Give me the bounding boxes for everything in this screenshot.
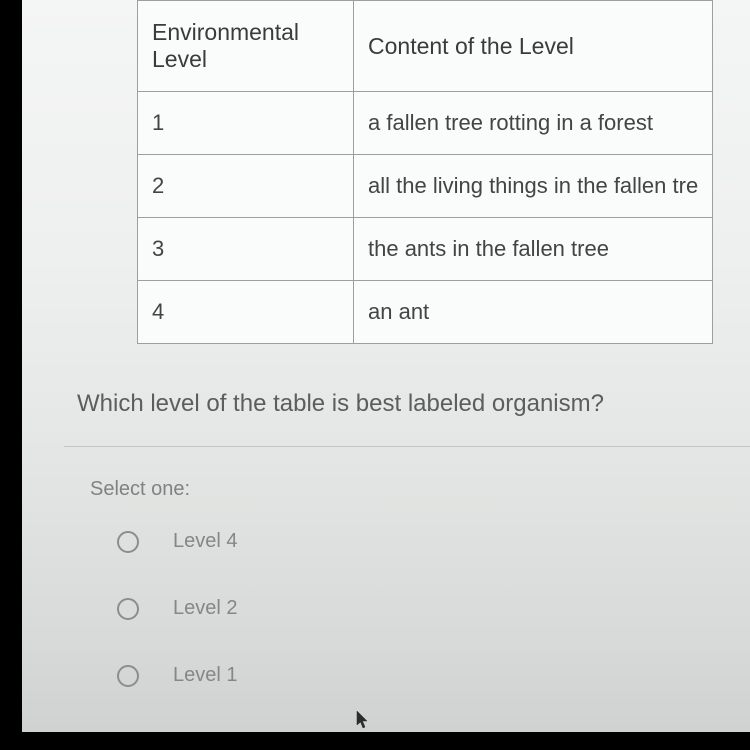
option-level-4[interactable]: Level 4 xyxy=(117,530,238,553)
cell-level: 3 xyxy=(138,218,354,281)
header-content-level: Content of the Level xyxy=(354,1,713,92)
option-label: Level 4 xyxy=(173,530,238,553)
question-text: Which level of the table is best labeled… xyxy=(77,390,750,418)
select-one-label: Select one: xyxy=(90,478,190,501)
levels-table: Environmental Level Content of the Level… xyxy=(137,0,713,344)
table-header-row: Environmental Level Content of the Level xyxy=(138,1,713,92)
option-label: Level 1 xyxy=(173,664,238,687)
divider xyxy=(64,446,750,447)
table-row: 4 an ant xyxy=(138,281,713,344)
cell-level: 2 xyxy=(138,155,354,218)
cell-content: an ant xyxy=(354,281,713,344)
option-label: Level 2 xyxy=(173,597,238,620)
radio-icon[interactable] xyxy=(117,531,139,553)
option-level-1[interactable]: Level 1 xyxy=(117,664,238,687)
quiz-screen: Environmental Level Content of the Level… xyxy=(22,0,750,732)
option-level-2[interactable]: Level 2 xyxy=(117,597,238,620)
cell-level: 4 xyxy=(138,281,354,344)
cell-content: the ants in the fallen tree xyxy=(354,218,713,281)
header-environmental-level: Environmental Level xyxy=(138,1,354,92)
cell-content: all the living things in the fallen tre xyxy=(354,155,713,218)
table-row: 3 the ants in the fallen tree xyxy=(138,218,713,281)
cell-level: 1 xyxy=(138,92,354,155)
table-row: 2 all the living things in the fallen tr… xyxy=(138,155,713,218)
cursor-icon xyxy=(356,710,370,730)
table-row: 1 a fallen tree rotting in a forest xyxy=(138,92,713,155)
options-group: Level 4 Level 2 Level 1 xyxy=(117,530,238,731)
radio-icon[interactable] xyxy=(117,665,139,687)
radio-icon[interactable] xyxy=(117,598,139,620)
cell-content: a fallen tree rotting in a forest xyxy=(354,92,713,155)
